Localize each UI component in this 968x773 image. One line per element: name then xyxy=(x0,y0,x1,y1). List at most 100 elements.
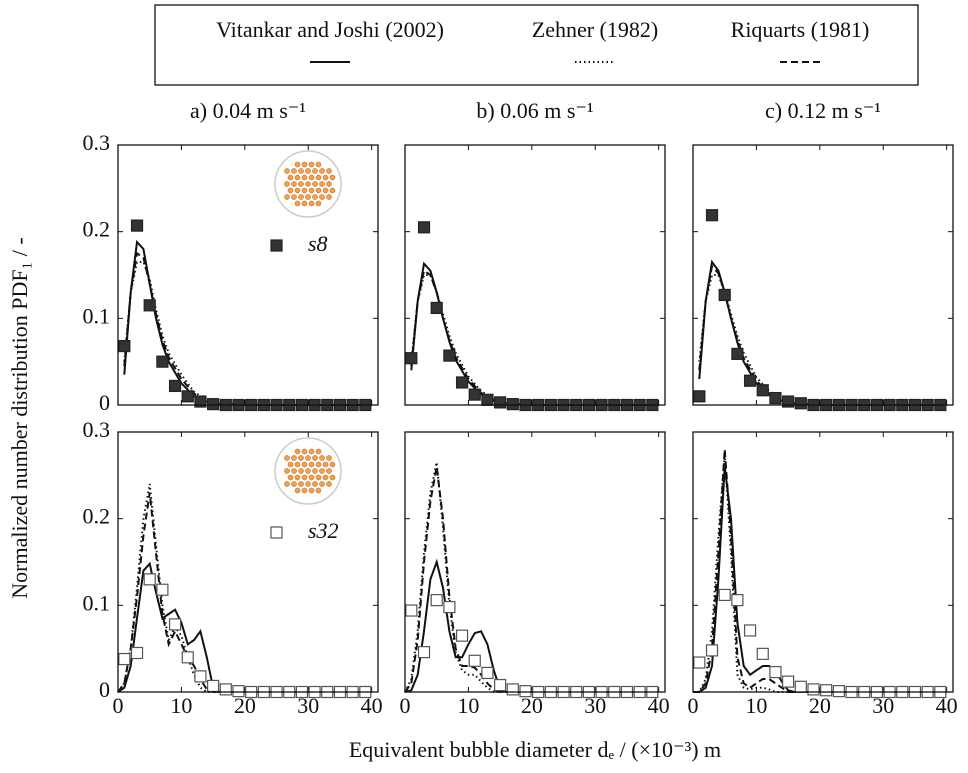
icon-dot xyxy=(298,194,304,200)
marker xyxy=(207,398,220,411)
marker-label: s8 xyxy=(308,231,328,256)
legend-marker xyxy=(270,239,283,252)
model-line xyxy=(404,466,659,693)
icon-dot xyxy=(319,181,325,187)
icon-dot xyxy=(305,455,311,461)
icon-dot xyxy=(284,168,290,174)
x-tick-label: 30 xyxy=(297,693,319,718)
marker xyxy=(506,683,519,696)
icon-dot xyxy=(329,474,336,481)
icon-dot xyxy=(308,174,315,181)
marker xyxy=(443,349,456,362)
panel-title: b) 0.06 m s⁻¹ xyxy=(476,98,593,123)
x-tick-label: 30 xyxy=(872,693,894,718)
panel-frame xyxy=(117,144,379,406)
icon-dot xyxy=(322,174,329,181)
marker xyxy=(693,390,706,403)
icon-dot xyxy=(326,481,332,487)
marker xyxy=(705,209,719,222)
marker xyxy=(718,588,731,602)
marker xyxy=(718,288,731,302)
icon-dot xyxy=(284,455,290,461)
marker xyxy=(417,221,431,234)
marker xyxy=(468,388,481,401)
model-line xyxy=(404,462,659,693)
marker xyxy=(207,679,220,693)
marker xyxy=(832,685,845,698)
marker xyxy=(769,391,782,405)
marker xyxy=(168,379,182,393)
icon-dot xyxy=(322,461,329,468)
marker xyxy=(794,397,807,410)
x-tick-label: 30 xyxy=(584,693,606,718)
x-tick-label: 20 xyxy=(809,693,831,718)
icon-dot xyxy=(308,448,315,455)
icon-dot xyxy=(322,187,329,194)
marker xyxy=(519,685,532,698)
icon-dot xyxy=(294,161,301,168)
icon-dot xyxy=(322,474,329,481)
icon-dot xyxy=(315,448,322,455)
icon-dot xyxy=(287,187,294,194)
icon-dot xyxy=(301,474,308,481)
marker xyxy=(731,347,744,360)
icon-dot xyxy=(298,168,304,174)
marker xyxy=(443,600,456,614)
icon-dot xyxy=(301,200,308,207)
y-tick-label: 0.1 xyxy=(83,590,111,615)
icon-dot xyxy=(291,181,297,187)
x-axis-label: Equivalent bubble diameter dₑ / (×10⁻³) … xyxy=(349,737,721,762)
marker xyxy=(820,684,833,697)
panel-frame xyxy=(404,431,666,693)
icon-dot xyxy=(308,161,315,168)
icon-dot xyxy=(291,168,297,174)
icon-dot xyxy=(301,161,308,168)
model-line xyxy=(693,453,947,693)
panel-frame xyxy=(692,144,954,406)
panel-title: c) 0.12 m s⁻¹ xyxy=(765,98,881,123)
marker xyxy=(455,376,469,389)
icon-dot xyxy=(294,187,301,194)
x-tick-label: 10 xyxy=(457,693,479,718)
model-line xyxy=(404,558,659,693)
marker xyxy=(405,604,418,617)
icon-dot xyxy=(312,168,318,174)
model-line xyxy=(117,492,372,693)
marker xyxy=(118,339,131,353)
icon-dot xyxy=(312,194,318,200)
marker xyxy=(506,398,519,411)
marker xyxy=(782,395,795,408)
icon-dot xyxy=(298,181,304,187)
marker xyxy=(143,573,156,586)
icon-dot xyxy=(287,461,294,468)
icon-dot xyxy=(315,174,322,181)
x-tick-label: 20 xyxy=(234,693,256,718)
icon-dot xyxy=(301,448,308,455)
icon-dot xyxy=(312,181,318,187)
marker xyxy=(219,683,232,696)
icon-dot xyxy=(308,187,315,194)
icon-dot xyxy=(315,474,322,481)
marker xyxy=(405,352,418,365)
marker xyxy=(481,393,494,406)
marker xyxy=(731,594,744,607)
marker xyxy=(194,670,207,683)
x-tick-label: 40 xyxy=(648,693,670,718)
x-tick-label: 40 xyxy=(361,693,383,718)
x-tick-label: 10 xyxy=(170,693,192,718)
model-line xyxy=(123,239,372,406)
y-tick-label: 0 xyxy=(99,390,110,415)
icon-dot xyxy=(305,481,311,487)
icon-dot xyxy=(312,455,318,461)
marker xyxy=(693,656,706,669)
icon-dot xyxy=(305,168,311,174)
icon-dot xyxy=(329,461,336,468)
x-tick-label: 40 xyxy=(936,693,958,718)
model-line xyxy=(410,269,659,406)
marker xyxy=(181,390,194,403)
icon-dot xyxy=(301,187,308,194)
x-tick-label: 20 xyxy=(521,693,543,718)
marker xyxy=(156,583,169,596)
icon-dot xyxy=(315,461,322,468)
marker xyxy=(156,355,169,368)
